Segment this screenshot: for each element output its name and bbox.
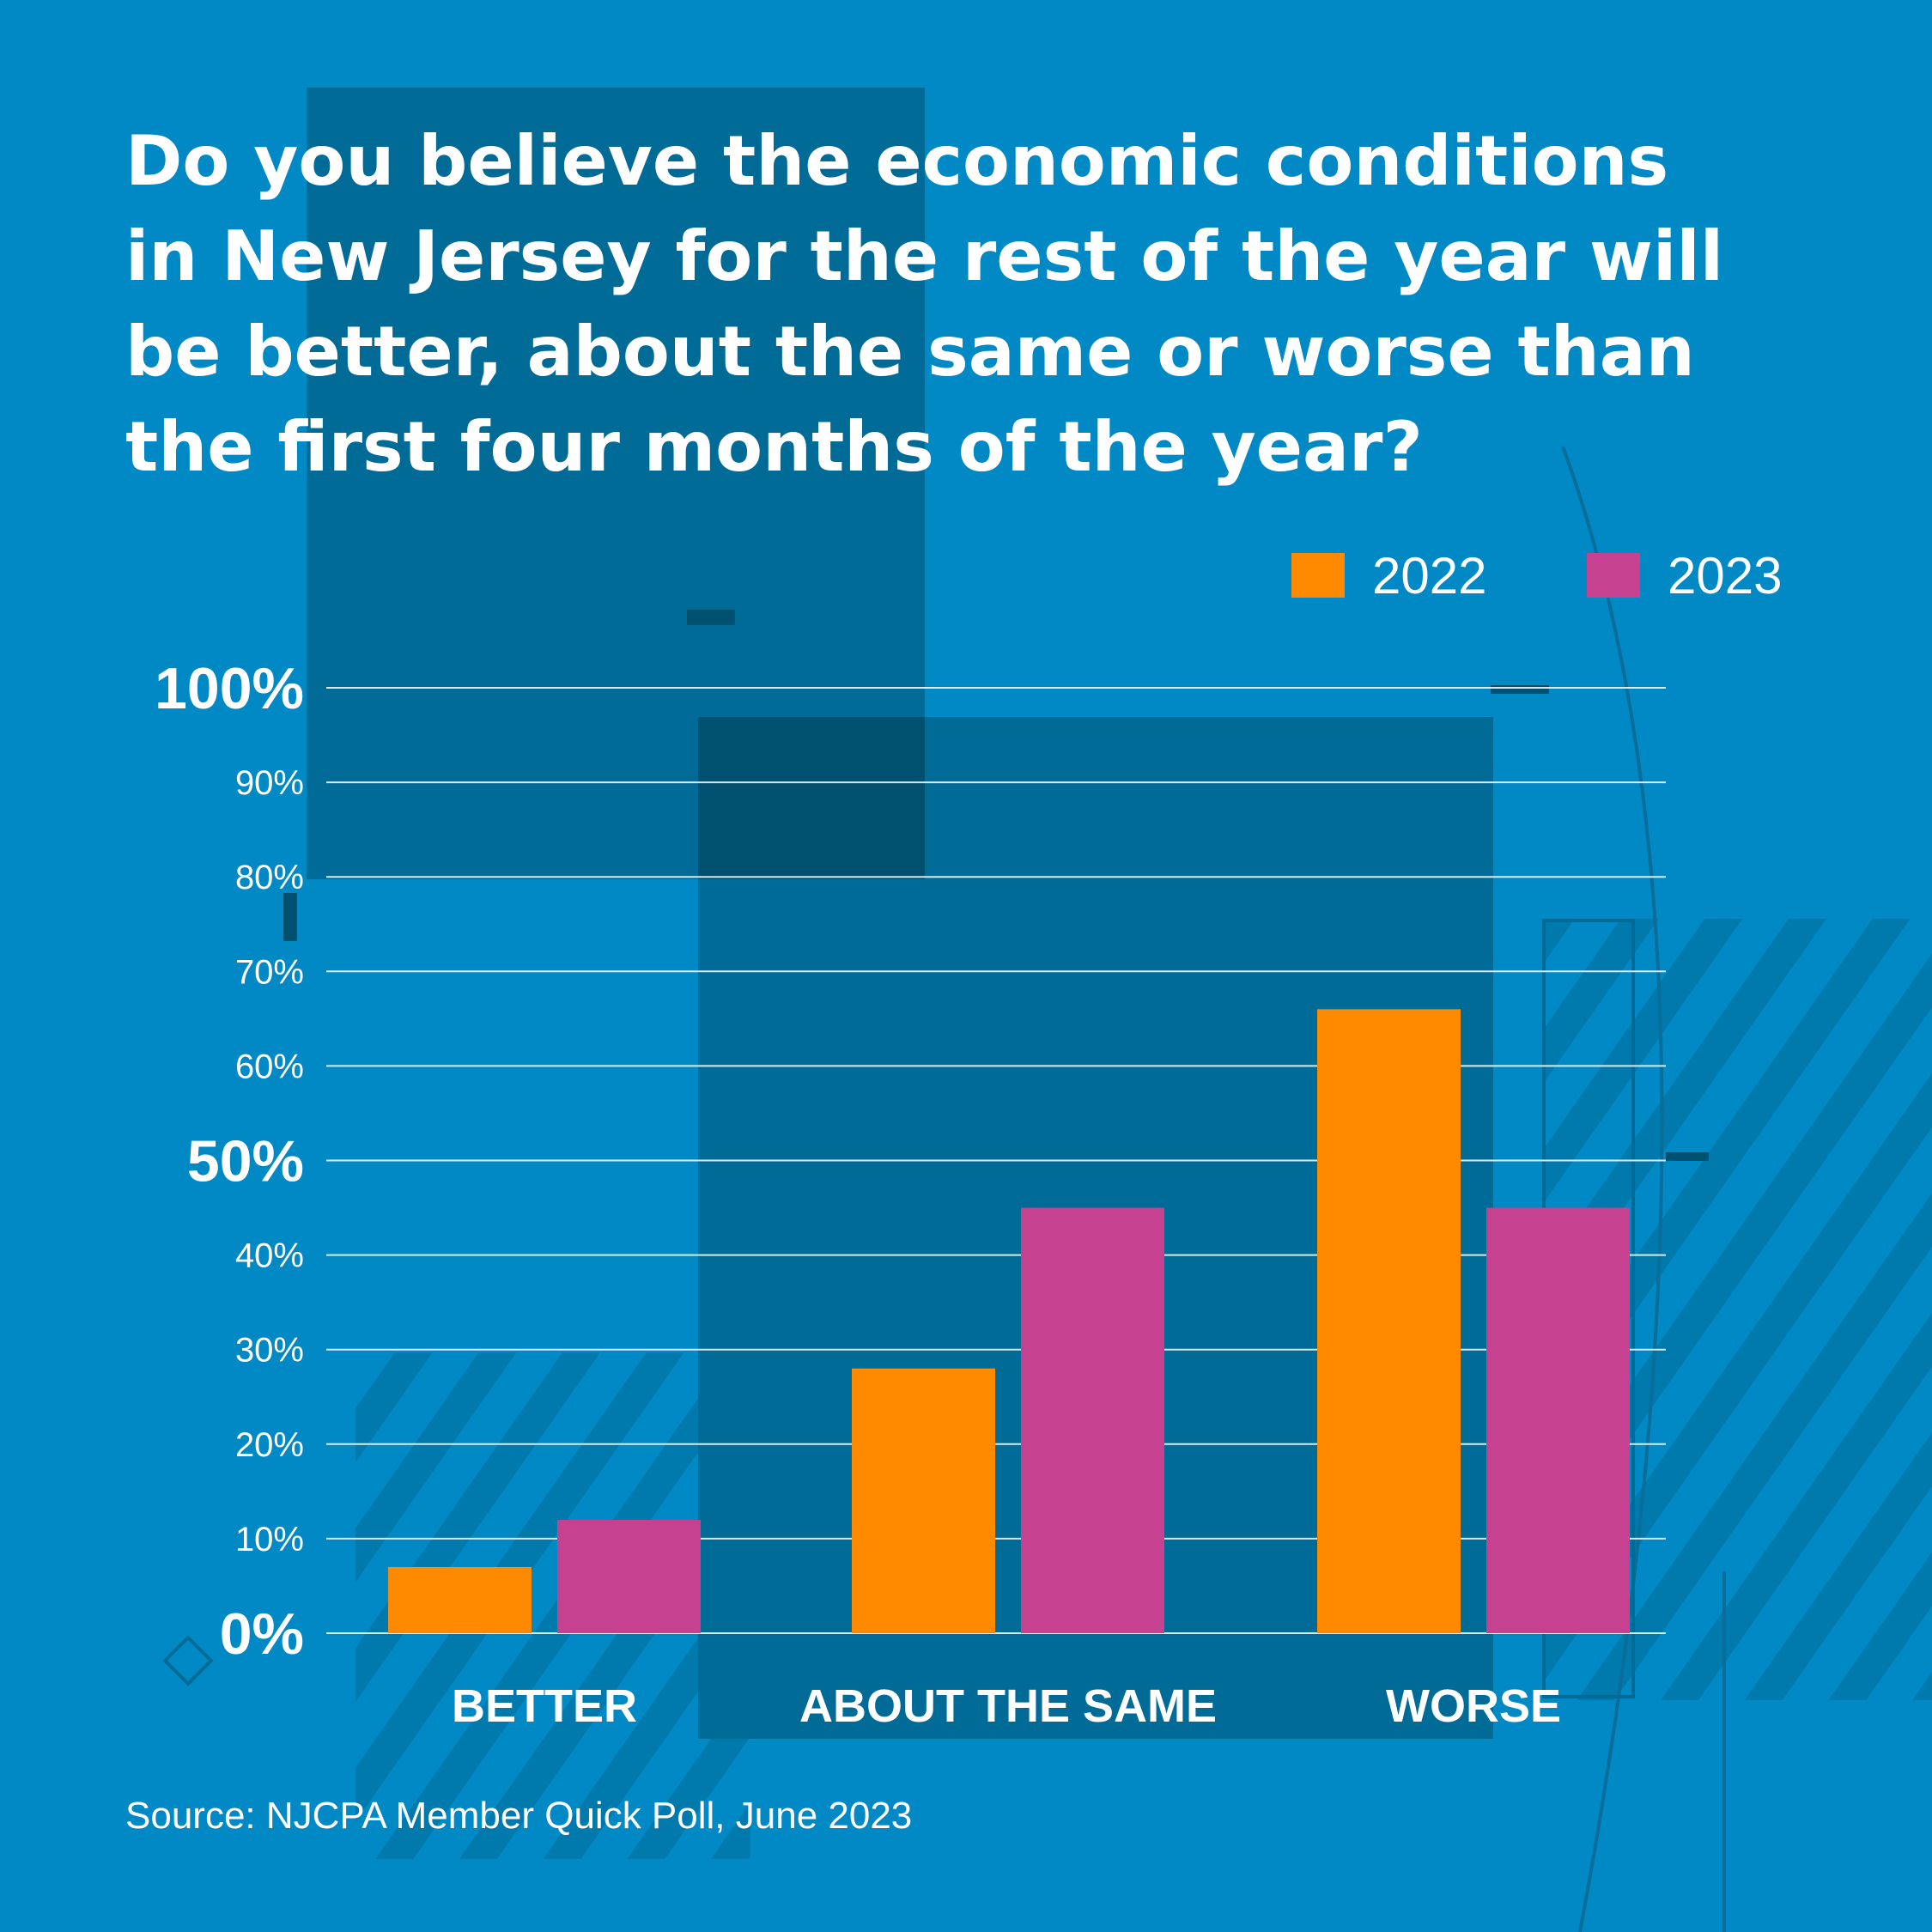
- y-tick-label: 10%: [235, 1521, 304, 1558]
- legend-item-2023: 2023: [1587, 547, 1782, 605]
- y-tick-label: 20%: [235, 1426, 304, 1464]
- y-tick-label: 0%: [220, 1601, 304, 1667]
- y-tick-label: 100%: [155, 656, 304, 721]
- x-category-label: BETTER: [452, 1680, 637, 1732]
- y-tick-label: 50%: [187, 1129, 304, 1194]
- bars: [388, 1009, 1630, 1633]
- y-tick-label: 60%: [235, 1048, 304, 1085]
- x-category-label: WORSE: [1386, 1680, 1561, 1732]
- y-tick-label: 80%: [235, 859, 304, 896]
- dark-panel-overlap: [698, 717, 925, 879]
- chart-title: Do you believe the economic conditions i…: [125, 113, 1808, 495]
- decorative-arc: [1561, 446, 1664, 1932]
- gridlines: [326, 687, 1666, 1634]
- legend-label-2023: 2023: [1668, 546, 1783, 605]
- y-axis-ticks: 0% 10% 20% 30% 40% 50% 60% 70% 80% 90% 100%: [155, 656, 304, 1667]
- y-tick-label: 90%: [235, 764, 304, 802]
- x-axis-categories: BETTER ABOUT THE SAME WORSE: [452, 1680, 1561, 1732]
- bar-2023-about-the-same: [1021, 1207, 1164, 1633]
- decorative-dash: [745, 1357, 750, 1417]
- decorative-dash: [1666, 1152, 1709, 1161]
- title-line: be better, about the same or worse than: [125, 312, 1695, 392]
- legend-swatch-2022: [1291, 553, 1345, 598]
- decorative-diamond: [162, 1635, 214, 1686]
- bar-2022-about-the-same: [852, 1368, 995, 1633]
- bar-2023-worse: [1486, 1207, 1630, 1633]
- title-line: in New Jersey for the rest of the year w…: [125, 216, 1724, 296]
- legend-item-2022: 2022: [1291, 547, 1486, 605]
- y-tick-label: 30%: [235, 1332, 304, 1370]
- bar-2022-better: [388, 1566, 532, 1633]
- y-tick-label: 70%: [235, 953, 304, 991]
- title-line: Do you believe the economic conditions: [125, 121, 1669, 201]
- legend-swatch-2023: [1587, 553, 1640, 598]
- y-tick-label: 40%: [235, 1237, 304, 1275]
- legend-label-2022: 2022: [1372, 546, 1487, 605]
- source-note: Source: NJCPA Member Quick Poll, June 20…: [125, 1795, 913, 1837]
- x-category-label: ABOUT THE SAME: [799, 1680, 1217, 1732]
- decorative-dash: [283, 893, 297, 941]
- decorative-dash: [687, 610, 735, 625]
- bar-2022-worse: [1317, 1009, 1461, 1633]
- title-line: the first four months of the year?: [125, 407, 1423, 487]
- decorative-dash: [1491, 685, 1549, 694]
- bar-2023-better: [557, 1519, 701, 1633]
